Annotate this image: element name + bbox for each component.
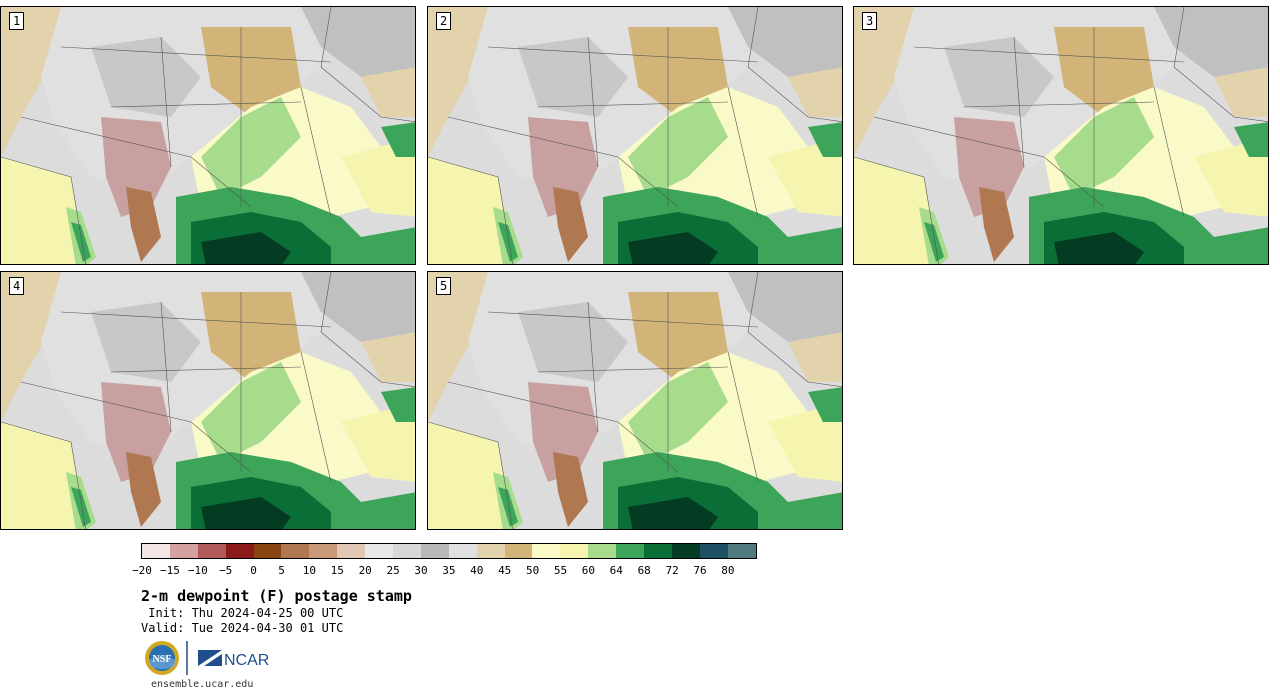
dewpoint-map [1, 272, 415, 529]
valid-time: Valid: Tue 2024-04-30 01 UTC [141, 621, 344, 635]
website-url: ensemble.ucar.edu [151, 679, 254, 690]
colorbar-tick-label: 10 [302, 564, 317, 577]
colorbar-tick-label: 40 [470, 564, 484, 577]
dewpoint-map [428, 7, 842, 264]
colorbar-swatch [699, 544, 728, 558]
colorbar-tick-label: 60 [581, 564, 596, 577]
panel-number: 5 [436, 277, 452, 295]
colorbar-tick-label: 76 [693, 564, 707, 577]
colorbar-tick-label: 35 [442, 564, 456, 577]
colorbar-swatch [560, 544, 589, 558]
panel-number: 1 [9, 12, 25, 30]
colorbar-tick-label: 80 [721, 564, 735, 577]
map-panel-3: 3 [853, 6, 1269, 265]
colorbar-swatch [448, 544, 477, 558]
colorbar-tick-label: 15 [330, 564, 344, 577]
init-time: Init: Thu 2024-04-25 00 UTC [141, 606, 344, 620]
map-panel-1: 1 [0, 6, 416, 265]
colorbar-swatch [616, 544, 645, 558]
colorbar-swatch [532, 544, 561, 558]
colorbar-swatch [337, 544, 366, 558]
colorbar-swatch [393, 544, 421, 558]
colorbar-tick-label: −15 [159, 564, 180, 577]
colorbar-tick-label: 5 [278, 564, 285, 577]
colorbar-tick-label: 25 [386, 564, 400, 577]
colorbar-swatch [671, 544, 700, 558]
dewpoint-map [1, 7, 415, 264]
panel-number: 3 [862, 12, 878, 30]
colorbar-tick-label: −10 [187, 564, 208, 577]
colorbar-tick-label: −5 [219, 564, 233, 577]
colorbar-swatch [197, 544, 226, 558]
colorbar-swatch [365, 544, 394, 558]
colorbar-tick-label: 50 [525, 564, 540, 577]
panel-number: 2 [436, 12, 452, 30]
map-panel-2: 2 [427, 6, 843, 265]
ncar-logo-text: NCAR [224, 652, 269, 669]
ncar-logo-icon: NCAR [198, 650, 269, 669]
figure-title: 2-m dewpoint (F) postage stamp [141, 587, 412, 605]
colorbar-tick-label: 30 [414, 564, 428, 577]
colorbar-tick-label: 45 [498, 564, 512, 577]
colorbar-swatch [727, 544, 756, 558]
dewpoint-map [428, 272, 842, 529]
colorbar-swatch [169, 544, 198, 558]
colorbar-swatch [476, 544, 505, 558]
dewpoint-map [854, 7, 1268, 264]
colorbar-tick-label: 0 [250, 564, 257, 577]
colorbar-swatch [644, 544, 672, 558]
panel-number: 4 [9, 277, 25, 295]
colorbar-swatch [253, 544, 282, 558]
colorbar-swatch [309, 544, 338, 558]
nsf-logo-text: NSF [153, 654, 172, 665]
map-panel-5: 5 [427, 271, 843, 530]
colorbar [141, 543, 757, 559]
colorbar-tick-label: 68 [637, 564, 651, 577]
colorbar-tick-label: 20 [358, 564, 372, 577]
colorbar-swatch [281, 544, 310, 558]
colorbar-tick-label: 64 [609, 564, 623, 577]
colorbar-tick-label: 72 [665, 564, 679, 577]
map-panel-4: 4 [0, 271, 416, 530]
logos: NSF NCAR [145, 641, 269, 675]
colorbar-swatch [225, 544, 254, 558]
colorbar-tick-label: 55 [553, 564, 568, 577]
colorbar-tick-label: −20 [132, 564, 152, 577]
colorbar-swatch [588, 544, 617, 558]
colorbar-swatch [142, 544, 170, 558]
colorbar-swatch [504, 544, 533, 558]
nsf-logo-icon: NSF [145, 641, 179, 675]
colorbar-swatch [420, 544, 449, 558]
